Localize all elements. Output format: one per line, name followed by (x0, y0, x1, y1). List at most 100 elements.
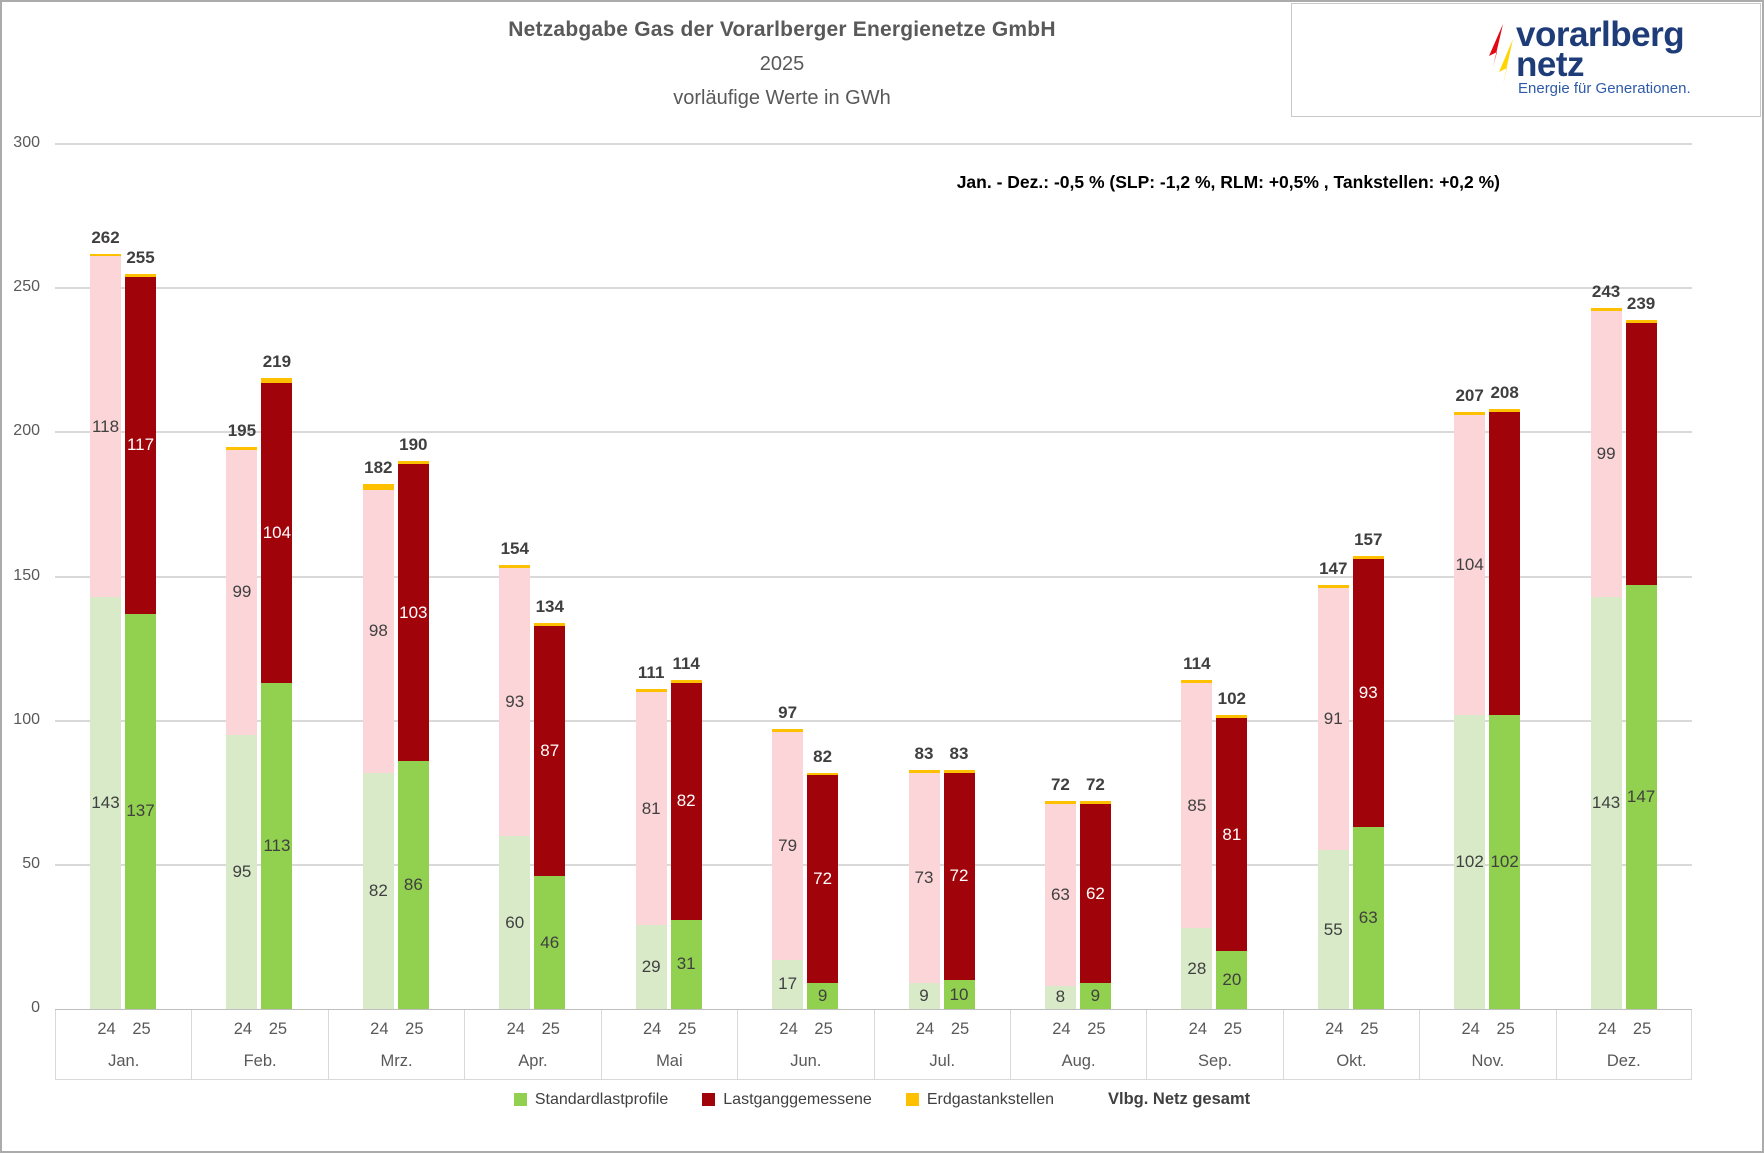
x-axis-cell-Aug.: 24 25 Aug. (1009, 1010, 1146, 1079)
bar-total-label: 114 (1183, 654, 1211, 674)
bar-total-label: 83 (914, 743, 934, 763)
bar-segment-rlm-Dez.-y25 (1625, 322, 1657, 586)
bar-segment-slp-Sep.-y25 (1216, 951, 1248, 1009)
bar-total-label: 255 (126, 247, 155, 267)
bar-segment-slp-Nov.-y24 (1454, 714, 1486, 1009)
bar-total-label: 243 (1591, 282, 1621, 302)
gridline (55, 287, 1692, 290)
legend-swatch-icon (905, 1093, 919, 1106)
bar-value-label-rlm: 99 (1596, 443, 1616, 463)
legend-item-lastganggemessene: Lastganggemessene (702, 1091, 872, 1109)
bar-segment-tank-Dez.-y25 (1625, 319, 1657, 323)
bar-total-label: 72 (1050, 775, 1070, 795)
bar-segment-slp-Apr.-y24 (499, 836, 531, 1009)
x-axis-cell-Jul.: 24 25 Jul. (873, 1010, 1010, 1079)
bar-segment-slp-Dez.-y24 (1590, 596, 1622, 1009)
bar-value-label-rlm: 99 (232, 582, 252, 602)
x-axis-year-label-25: 25 (814, 1020, 833, 1038)
x-axis-year-label-24: 24 (779, 1020, 798, 1038)
vorarlberg-netz-logo: vorarlberg netz Energie für Generationen… (1291, 3, 1761, 117)
bar-value-label-rlm: 87 (540, 740, 560, 760)
bar-total-label: 82 (813, 746, 833, 766)
bar-value-label-rlm: 98 (368, 621, 388, 641)
bar-value-label-slp: 143 (1591, 792, 1621, 812)
gridline (55, 431, 1692, 434)
bar-segment-tank-Okt.-y25 (1352, 556, 1384, 560)
bar-segment-tank-Sep.-y24 (1181, 680, 1213, 684)
x-axis-year-label-25: 25 (268, 1020, 288, 1038)
bar-value-label-slp: 86 (403, 875, 423, 895)
bar-value-label-slp: 95 (232, 862, 252, 882)
bar-segment-rlm-Jul.-y24 (908, 772, 940, 984)
chart-title: Netzabgabe Gas der Vorarlberger Energien… (508, 18, 1056, 41)
bar-segment-rlm-Feb.-y25 (261, 383, 293, 684)
bar-value-label-slp: 143 (91, 792, 120, 812)
bar-total-label: 147 (1319, 559, 1348, 579)
x-axis-cell-Jun.: 24 25 Jun. (737, 1010, 873, 1079)
bar-segment-rlm-Jan.-y25 (125, 276, 156, 614)
bar-segment-slp-Nov.-y25 (1489, 714, 1521, 1009)
chart-subtitle-unit: vorläufige Werte in GWh (673, 87, 891, 109)
bar-segment-rlm-Okt.-y25 (1352, 559, 1384, 828)
bar-total-label: 190 (399, 435, 428, 455)
bar-segment-rlm-Mai-y25 (670, 683, 702, 920)
lightning-bolt-icon (1489, 24, 1513, 84)
bar-value-label-slp: 9 (919, 986, 929, 1006)
x-axis-month-label: Mai (656, 1052, 683, 1070)
bar-total-label: 114 (672, 654, 700, 674)
gridline (55, 575, 1692, 578)
x-axis-cell-Okt.: 24 25 Okt. (1282, 1010, 1419, 1079)
x-axis-year-label-25: 25 (950, 1020, 970, 1038)
bar-segment-tank-Jan.-y24 (90, 253, 121, 257)
y-axis-tick-label: 0 (31, 999, 40, 1016)
legend-swatch-icon (513, 1093, 527, 1106)
bar-segment-tank-Dez.-y24 (1590, 308, 1622, 312)
x-axis-year-label-24: 24 (1325, 1020, 1344, 1038)
x-axis-cell-Mrz.: 24 25 Mrz. (327, 1010, 464, 1079)
bar-value-label-slp: 28 (1187, 958, 1207, 978)
x-axis-year-label-25: 25 (1496, 1020, 1515, 1038)
bar-value-label-slp: 63 (1358, 908, 1378, 928)
bar-segment-slp-Jul.-y25 (943, 980, 975, 1009)
bar-segment-tank-Mrz.-y24 (362, 484, 394, 490)
bar-segment-slp-Aug.-y25 (1079, 983, 1111, 1009)
bar-segment-tank-Mrz.-y25 (397, 461, 429, 465)
bar-segment-rlm-Mai-y24 (635, 691, 667, 926)
logo-word-line2: netz (1516, 45, 1585, 85)
bar-segment-tank-Feb.-y24 (226, 446, 258, 450)
x-axis-year-label-24: 24 (370, 1020, 389, 1038)
bar-segment-tank-Aug.-y24 (1044, 801, 1076, 805)
x-axis-year-label-24: 24 (642, 1020, 662, 1038)
chart-subtitle-year: 2025 (759, 53, 805, 75)
bar-value-label-slp: 113 (263, 836, 291, 856)
chart-title-block: Netzabgabe Gas der Vorarlberger Energien… (2, 18, 1562, 110)
x-axis-month-label: Dez. (1606, 1052, 1641, 1070)
bar-value-label-rlm: 81 (641, 798, 661, 818)
bar-segment-tank-Sep.-y25 (1216, 714, 1248, 718)
bar-segment-tank-Feb.-y25 (261, 377, 293, 384)
bar-value-label-rlm: 82 (676, 791, 696, 811)
bar-segment-slp-Mrz.-y25 (397, 761, 429, 1009)
bar-total-label: 111 (637, 662, 665, 682)
bar-segment-rlm-Apr.-y25 (534, 625, 566, 877)
bar-value-label-slp: 60 (505, 912, 525, 932)
x-axis-year-label-24: 24 (1052, 1020, 1071, 1038)
bar-segment-rlm-Sep.-y25 (1216, 717, 1248, 952)
bar-value-label-rlm: 72 (949, 866, 969, 886)
bar-total-label: 195 (227, 420, 257, 440)
bar-total-label: 182 (364, 458, 393, 478)
bar-segment-rlm-Sep.-y24 (1181, 683, 1213, 929)
bar-segment-rlm-Okt.-y24 (1317, 588, 1349, 851)
bar-segment-slp-Dez.-y25 (1625, 585, 1657, 1009)
bar-segment-slp-Mai-y25 (670, 919, 702, 1009)
bar-value-label-slp: 147 (1626, 787, 1656, 807)
bar-total-label: 157 (1354, 530, 1383, 550)
bar-value-label-slp: 9 (817, 986, 828, 1006)
bar-segment-tank-Jul.-y24 (908, 769, 940, 773)
x-axis-cell-Dez.: 24 25 Dez. (1555, 1010, 1692, 1079)
bar-segment-rlm-Jun.-y25 (807, 775, 839, 984)
bar-value-label-rlm: 62 (1085, 883, 1105, 903)
bar-total-label: 208 (1490, 383, 1519, 403)
x-axis-month-label: Jul. (929, 1052, 956, 1070)
bar-value-label-slp: 46 (540, 932, 560, 952)
